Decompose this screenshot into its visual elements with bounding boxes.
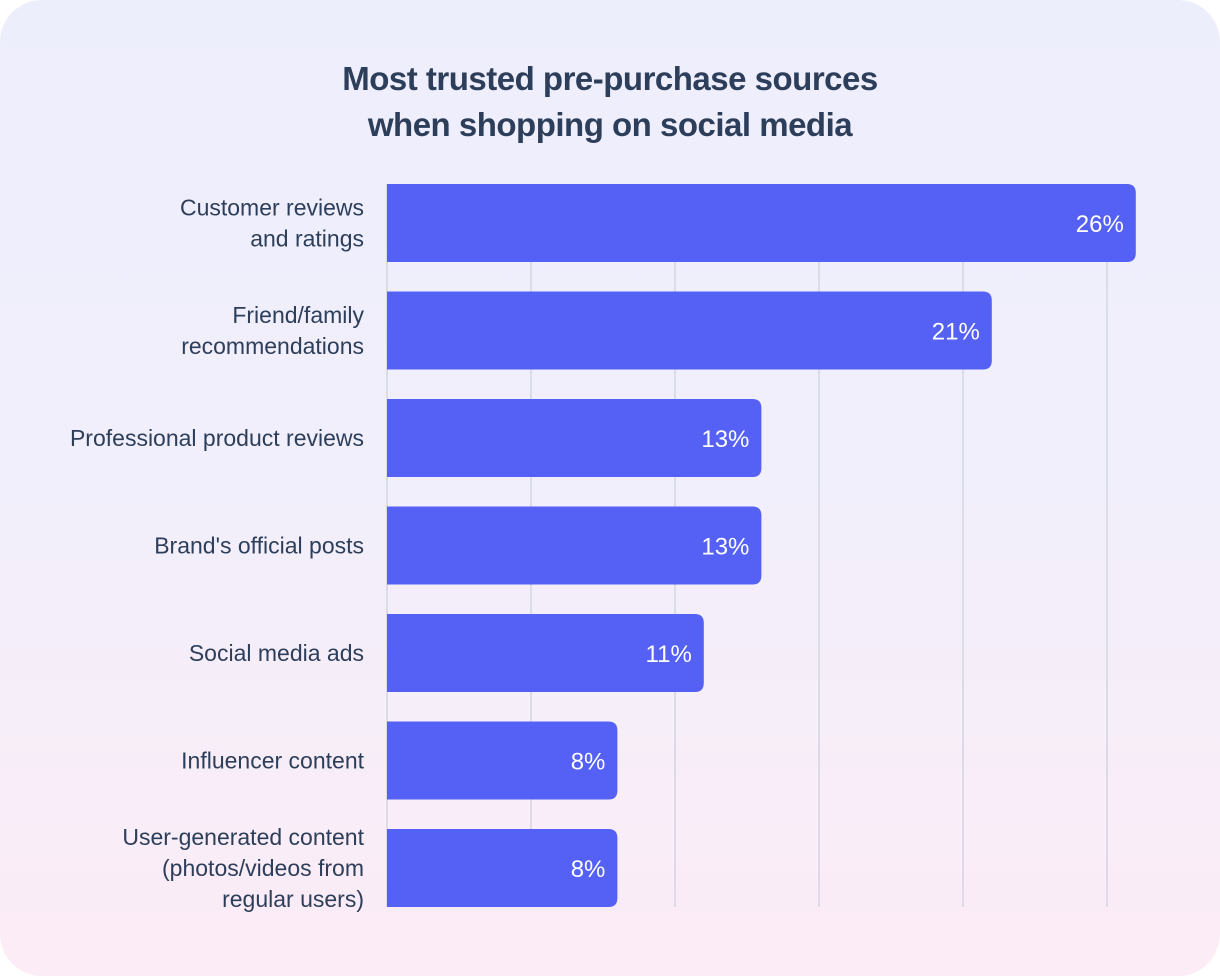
bar	[387, 399, 762, 477]
bar	[387, 291, 992, 370]
bar	[387, 506, 762, 585]
chart-title-line: when shopping on social media	[367, 106, 853, 143]
value-label: 21%	[932, 319, 980, 346]
value-label: 13%	[701, 426, 749, 453]
category-label: and ratings	[250, 226, 364, 252]
category-label: Friend/family	[232, 302, 364, 328]
category-label: Professional product reviews	[70, 425, 364, 451]
value-label: 13%	[701, 534, 749, 561]
bar	[387, 184, 1136, 262]
bar	[387, 721, 618, 800]
category-label: Influencer content	[181, 748, 364, 774]
category-label: recommendations	[181, 333, 364, 359]
category-label: Brand's official posts	[154, 533, 364, 559]
category-label: Customer reviews	[180, 195, 364, 221]
chart-title: Most trusted pre-purchase sources when s…	[0, 56, 1220, 148]
category-label: regular users)	[222, 886, 364, 912]
value-label: 8%	[571, 749, 606, 776]
value-label: 26%	[1076, 211, 1124, 238]
category-label: (photos/videos from	[162, 855, 364, 881]
bar	[387, 614, 704, 692]
value-label: 8%	[571, 856, 606, 883]
category-label: User-generated content	[122, 824, 364, 850]
value-label: 11%	[646, 641, 692, 668]
chart-title-line: Most trusted pre-purchase sources	[342, 60, 878, 97]
category-label: Social media ads	[189, 640, 364, 666]
bar	[387, 829, 618, 907]
